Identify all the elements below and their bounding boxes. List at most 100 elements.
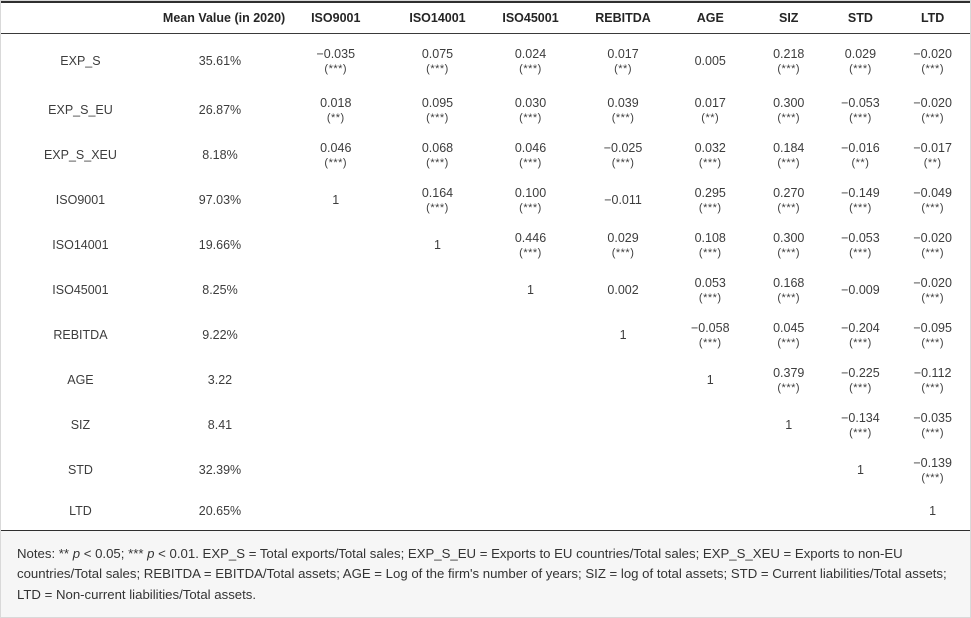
correlation-value: 0.002 [607, 283, 639, 297]
correlation-cell: 0.075 (***) [391, 34, 483, 88]
correlation-value: 0.017 [694, 96, 726, 110]
correlation-cell [669, 493, 752, 531]
mean-value-cell: 35.61% [198, 53, 242, 68]
significance-stars: (***) [426, 202, 449, 214]
mean-value-cell: 9.22% [202, 328, 238, 342]
correlation-value: −0.139 [913, 456, 952, 470]
correlation-cell: −0.134 (***) [826, 403, 896, 448]
significance-stars: (***) [777, 62, 801, 75]
correlation-cell: −0.011 [578, 178, 669, 223]
correlation-cell: 0.002 [578, 268, 669, 313]
correlation-cell [669, 403, 752, 448]
significance-stars: (**) [923, 157, 942, 169]
correlation-value: 1 [434, 238, 441, 252]
table-row: STD 32.39% 1 −0.139 (***) [1, 448, 970, 493]
column-header-ltd: LTD [895, 2, 970, 34]
significance-stars: (***) [849, 247, 872, 259]
correlation-cell: 1 [826, 448, 896, 493]
correlation-value: 0.029 [844, 46, 877, 61]
correlation-cell: −0.020 (***) [895, 223, 970, 268]
significance-stars: (***) [611, 157, 635, 169]
correlation-value: 1 [706, 373, 714, 387]
correlation-value: 0.446 [514, 231, 547, 245]
table-row: AGE 3.22 1 0.379 (***) −0.225 (***) −0.112 (***) [1, 358, 970, 403]
correlation-value: 0.379 [773, 366, 805, 380]
correlation-cell [391, 403, 483, 448]
significance-stars: (***) [777, 202, 801, 214]
table-header: Mean Value (in 2020) ISO9001 ISO14001 ISO45… [1, 2, 970, 34]
correlation-cell [669, 448, 752, 493]
significance-stars: (***) [921, 337, 944, 349]
correlation-value: 0.095 [421, 96, 454, 110]
correlation-value: −0.017 [913, 141, 952, 155]
row-label: ISO45001 [52, 283, 109, 297]
correlation-cell [578, 493, 669, 531]
correlation-cell: 0.018 (**) [280, 88, 391, 133]
correlation-value: 0.005 [694, 53, 726, 68]
header-row: Mean Value (in 2020) ISO9001 ISO14001 ISO45… [1, 2, 970, 34]
significance-stars: (***) [777, 382, 801, 394]
correlation-value: −0.020 [913, 231, 952, 245]
correlation-cell: 1 [391, 223, 483, 268]
correlation-value: 1 [856, 463, 864, 477]
correlation-value: 1 [527, 283, 534, 297]
significance-stars: (***) [519, 62, 542, 75]
column-header-iso14001: ISO14001 [391, 2, 484, 34]
correlation-value: −0.035 [913, 411, 952, 425]
significance-stars: (***) [777, 292, 801, 304]
correlation-cell [280, 493, 391, 531]
significance-stars: (***) [777, 157, 801, 169]
correlation-cell [280, 403, 391, 448]
correlation-cell [280, 268, 391, 313]
mean-value-cell: 19.66% [198, 238, 242, 252]
table-row: EXP_S 35.61% −0.035 (***) 0.075 (***) 0.024 (**… [1, 34, 970, 88]
correlation-cell: 0.045 (***) [752, 313, 826, 358]
table-row: EXP_S_EU 26.87% 0.018 (**) 0.095 (***) 0.030 (*… [1, 88, 970, 133]
correlation-value: 0.100 [514, 186, 547, 200]
correlation-cell: 0.005 [669, 34, 752, 88]
correlation-cell [752, 448, 826, 493]
notes-text: < 0.05; *** [80, 546, 148, 561]
correlation-cell: 0.100 (***) [484, 178, 578, 223]
correlation-cell: −0.020 (***) [895, 34, 970, 88]
row-label: ISO9001 [55, 193, 106, 207]
mean-value-cell: 26.87% [198, 103, 242, 117]
significance-stars: (***) [921, 62, 944, 75]
significance-stars: (***) [519, 157, 542, 169]
correlation-cell: −0.017 (**) [895, 133, 970, 178]
significance-stars: (**) [701, 112, 720, 124]
correlation-table: Mean Value (in 2020) ISO9001 ISO14001 ISO45… [1, 1, 970, 531]
column-header-mean-value-in-2020-: Mean Value (in 2020) [159, 2, 285, 34]
correlation-value: −0.134 [841, 411, 880, 425]
correlation-cell: 0.379 (***) [752, 358, 826, 403]
correlation-cell [280, 448, 391, 493]
correlation-cell: 1 [669, 358, 752, 403]
correlation-value: 0.218 [773, 46, 805, 61]
correlation-value: −0.009 [841, 283, 880, 297]
table-row: REBITDA 9.22% 1 −0.058 (***) 0.045 (***) −0.204… [1, 313, 970, 358]
significance-stars: (***) [611, 112, 635, 124]
correlation-cell: 0.446 (***) [484, 223, 578, 268]
significance-stars: (***) [849, 202, 872, 214]
notes-italic-p: p [147, 546, 155, 561]
correlation-cell: 0.218 (***) [752, 34, 826, 88]
significance-stars: (***) [849, 382, 872, 394]
correlation-cell: 0.017 (**) [578, 34, 669, 88]
mean-value-cell: 8.25% [202, 283, 238, 297]
correlation-cell: −0.225 (***) [826, 358, 896, 403]
correlation-cell: −0.058 (***) [669, 313, 752, 358]
significance-stars: (**) [326, 112, 345, 124]
correlation-value: 0.295 [694, 186, 726, 200]
correlation-value: −0.020 [913, 46, 952, 61]
correlation-value: −0.049 [913, 186, 952, 200]
correlation-value: 0.300 [773, 231, 805, 245]
correlation-value: 0.046 [320, 141, 352, 155]
correlation-cell: 0.029 (***) [826, 34, 896, 88]
significance-stars: (***) [921, 112, 944, 124]
correlation-cell: −0.049 (***) [895, 178, 970, 223]
correlation-cell [484, 493, 578, 531]
significance-stars: (***) [921, 427, 944, 439]
correlation-value: −0.035 [316, 46, 356, 61]
correlation-cell: 0.030 (***) [484, 88, 578, 133]
correlation-cell [484, 448, 578, 493]
